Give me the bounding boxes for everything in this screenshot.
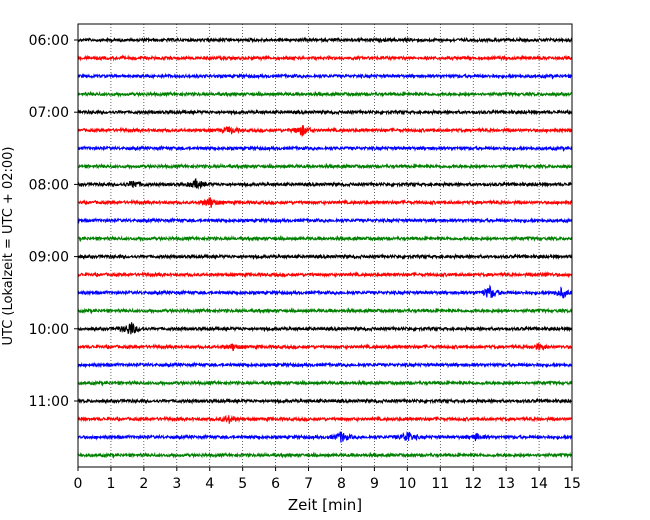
x-tick-label: 5 <box>238 476 247 492</box>
x-tick-label: 2 <box>139 476 148 492</box>
x-tick-label: 3 <box>172 476 181 492</box>
x-tick-label: 8 <box>337 476 346 492</box>
x-tick-label: 6 <box>271 476 280 492</box>
trace-line <box>77 343 573 352</box>
trace-line <box>77 90 573 98</box>
y-tick-label: 07:00 <box>29 105 69 121</box>
x-tick-label: 13 <box>497 476 515 492</box>
trace-line <box>77 72 573 80</box>
trace-line <box>77 36 573 44</box>
x-tick-label: 10 <box>398 476 416 492</box>
trace-line <box>77 431 573 443</box>
y-axis-label: UTC (Lokalzeit = UTC + 02:00) <box>1 147 16 346</box>
trace-line <box>77 451 573 459</box>
y-tick-label: 06:00 <box>29 33 69 49</box>
trace-line <box>77 322 573 335</box>
traces <box>77 36 573 459</box>
trace-line <box>77 361 573 369</box>
x-tick-label: 11 <box>431 476 449 492</box>
trace-line <box>77 270 573 279</box>
y-tick-label: 08:00 <box>29 177 69 193</box>
y-tick-label: 10:00 <box>29 322 69 338</box>
trace-line <box>77 379 573 387</box>
trace-line <box>77 144 573 152</box>
trace-line <box>77 234 573 243</box>
x-tick-label: 7 <box>304 476 313 492</box>
x-tick-label: 9 <box>370 476 379 492</box>
x-axis-label: Zeit [min] <box>288 496 362 514</box>
trace-line <box>77 252 573 261</box>
y-tick-label: 09:00 <box>29 250 69 266</box>
x-tick-label: 1 <box>106 476 115 492</box>
y-axis-ticks: 06:00 07:00 08:00 09:00 10:00 11:00 <box>29 33 78 410</box>
x-tick-label: 4 <box>205 476 214 492</box>
trace-line <box>77 397 573 405</box>
trace-line <box>77 197 573 208</box>
y-tick-label: 11:00 <box>29 394 69 410</box>
trace-line <box>77 414 573 424</box>
x-tick-label: 14 <box>530 476 548 492</box>
trace-line <box>77 284 573 299</box>
x-axis-ticks: 0 1 2 3 4 5 6 7 8 9 10 11 12 13 14 15 <box>74 467 581 492</box>
x-tick-label: 0 <box>74 476 83 492</box>
trace-line <box>77 307 573 315</box>
plot-frame <box>77 23 573 468</box>
trace-line <box>77 178 573 190</box>
grid-lines <box>110 24 540 467</box>
trace-line <box>77 108 573 116</box>
x-tick-label: 12 <box>464 476 482 492</box>
trace-line <box>77 162 573 170</box>
trace-line <box>77 125 573 137</box>
x-tick-label: 15 <box>563 476 581 492</box>
trace-line <box>77 216 573 225</box>
trace-line <box>77 54 573 62</box>
